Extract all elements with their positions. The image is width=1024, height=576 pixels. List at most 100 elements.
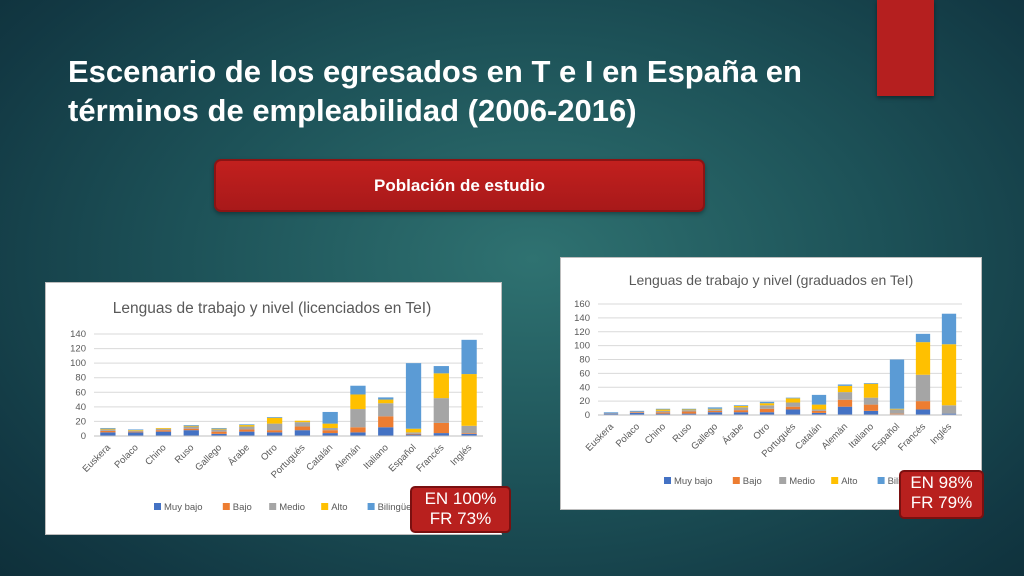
chart2-bar-segment	[811, 410, 827, 413]
note-graduados-percentages: EN 98% FR 79%	[899, 470, 984, 519]
chart2-legend-label: Bajo	[743, 476, 762, 487]
chart2-y-tick-label: 20	[579, 396, 590, 407]
chart1-legend-label: Alto	[331, 502, 347, 513]
chart2-bar-segment	[681, 411, 697, 414]
note-licenciados-en: EN 100%	[424, 489, 497, 508]
chart1-y-tick-label: 0	[81, 431, 86, 442]
chart2-bar-segment	[811, 412, 827, 415]
chart1-bar-segment	[322, 423, 338, 428]
chart2-bar-segment	[837, 406, 853, 415]
chart2-category-label: Otro	[751, 421, 772, 442]
chart1-bar-segment	[211, 433, 227, 436]
chart1-legend-swatch	[269, 503, 277, 510]
chart1-bar-segment	[211, 429, 227, 432]
chart1-bar-segment	[405, 428, 422, 433]
chart1-category-label: Catalán	[304, 442, 335, 473]
chart2-bar-segment	[837, 392, 853, 400]
slide-title: Escenario de los egresados en T e I en E…	[68, 52, 908, 130]
chart2-bar-segment	[603, 412, 619, 413]
chart1-bar-segment	[211, 431, 227, 434]
chart1-bar-segment	[322, 427, 338, 431]
chart1-y-tick-label: 120	[70, 344, 86, 355]
chart1-legend-label: Medio	[279, 502, 305, 513]
chart1-y-tick-label: 140	[70, 329, 86, 340]
chart-graduados: Lenguas de trabajo y nivel (graduados en…	[560, 257, 982, 510]
chart1-bar-segment	[211, 427, 227, 429]
chart2-category-label: Árabe	[720, 421, 746, 447]
chart2-bar-segment	[681, 410, 697, 412]
chart1-bar-segment	[433, 398, 449, 423]
chart2-legend-label: Alto	[841, 476, 857, 487]
chart1-bar-segment	[294, 430, 311, 436]
chart2-bar-segment	[681, 413, 697, 415]
chart1-bar-segment	[100, 430, 116, 433]
chart2-bar-segment	[681, 408, 697, 410]
chart1-bar-segment	[183, 426, 199, 429]
chart2-bar-segment	[863, 410, 879, 415]
chart2-bar-segment	[941, 413, 957, 415]
chart2-y-tick-label: 140	[574, 313, 590, 324]
chart1-bar-segment	[350, 385, 366, 395]
chart2-legend-swatch	[877, 477, 885, 484]
chart2-bar-segment	[915, 374, 931, 402]
chart1-y-tick-label: 80	[75, 373, 86, 384]
chart2-category-label: Ruso	[671, 421, 694, 444]
chart1-legend-label: Muy bajo	[164, 502, 203, 513]
chart1-bar-segment	[239, 425, 255, 427]
chart1-bar-segment	[155, 430, 172, 432]
chart2-bar-segment	[759, 401, 775, 404]
chart2-bar-segment	[759, 405, 775, 409]
chart1-bar-segment	[322, 430, 338, 434]
chart2-bar-segment	[785, 397, 801, 399]
chart2-bar-segment	[681, 409, 697, 411]
chart1-bar-segment	[211, 428, 227, 430]
chart1-bar-segment	[183, 428, 199, 431]
chart1-bar-segment	[461, 374, 477, 426]
chart2-bar-segment	[915, 409, 931, 415]
chart2-bar-segment	[889, 413, 905, 415]
chart1-bar-segment	[100, 432, 116, 436]
chart2-bar-segment	[837, 385, 853, 393]
chart2-bar-segment	[889, 359, 905, 409]
slide-title-line-1: Escenario de los egresados en T e I en E…	[68, 54, 802, 89]
chart1-bar-segment	[461, 433, 477, 436]
chart1-legend-label: Bilingüe	[378, 502, 412, 513]
chart2-bar-segment	[759, 412, 775, 415]
chart1-bar-segment	[266, 417, 283, 424]
chart1-bar-segment	[100, 429, 116, 431]
chart1-bar-segment	[239, 431, 255, 436]
chart2-bar-segment	[811, 404, 827, 410]
chart2-category-label: Francés	[896, 421, 928, 453]
chart2-bar-segment	[915, 333, 931, 343]
chart2-category-label: Inglés	[928, 421, 954, 447]
chart1-bar-segment	[405, 363, 422, 429]
chart2-bar-segment	[837, 384, 853, 386]
chart1-bar-segment	[433, 433, 449, 436]
chart1-bar-segment	[155, 431, 172, 436]
chart1-bar-segment	[461, 339, 477, 375]
poblacion-de-estudio-button[interactable]: Población de estudio	[214, 159, 705, 212]
chart2-legend-label: Medio	[789, 476, 815, 487]
note-graduados-en: EN 98%	[910, 473, 973, 492]
chart2-bar-segment	[629, 411, 645, 413]
note-graduados-fr: FR 79%	[910, 493, 973, 512]
chart2-bar-segment	[811, 409, 827, 411]
chart2-legend-swatch	[732, 477, 740, 484]
chart2-bar-segment	[629, 410, 645, 412]
chart1-bar-segment	[378, 403, 394, 417]
chart1-category-label: Ruso	[173, 442, 196, 465]
chart2-bar-segment	[655, 409, 671, 411]
chart2-bar-segment	[733, 410, 749, 413]
chart2-legend-label: Muy bajo	[674, 476, 713, 487]
chart2-category-label: Español	[870, 421, 902, 453]
chart2-bar-segment	[941, 405, 957, 414]
chart1-bar-segment	[405, 434, 422, 436]
chart2-bar-segment	[629, 412, 645, 415]
chart1-bar-segment	[155, 428, 172, 431]
chart1-bar-segment	[461, 433, 477, 434]
chart1-bar-segment	[294, 420, 311, 423]
chart2-category-label: Euskera	[584, 421, 617, 454]
red-accent-bar	[877, 0, 934, 96]
chart1-bar-segment	[433, 422, 449, 434]
chart2-bar-segment	[785, 398, 801, 403]
